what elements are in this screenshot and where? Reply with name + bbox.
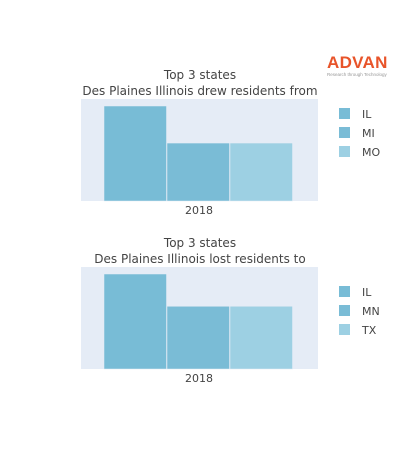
legend-label-mi: MI	[362, 127, 375, 140]
legend-label-il: IL	[362, 108, 372, 121]
legend-label-mn: MN	[362, 305, 380, 318]
legend-label-mo: MO	[362, 146, 380, 159]
bar-group	[103, 105, 293, 202]
legend-swatch-mo	[339, 146, 350, 157]
legend-label-il: IL	[362, 286, 372, 299]
logo-word: ADVAN	[327, 53, 388, 72]
bar-group	[103, 273, 293, 370]
chart-title: Top 3 states	[163, 68, 236, 82]
legend-swatch-il	[339, 286, 350, 297]
legend-swatch-mi	[339, 127, 350, 138]
x-tick-label: 2018	[185, 204, 213, 217]
bar-tx	[229, 306, 293, 370]
chart-drew-residents: Top 3 states Des Plaines Illinois drew r…	[81, 68, 380, 217]
chart-lost-residents: Top 3 states Des Plaines Illinois lost r…	[81, 236, 380, 385]
logo-tagline: Research through Technology	[327, 72, 387, 77]
chart-subtitle: Des Plaines Illinois drew residents from	[82, 84, 317, 98]
legend-swatch-mn	[339, 305, 350, 316]
chart-title: Top 3 states	[163, 236, 236, 250]
bar-il	[103, 105, 167, 202]
bar-mn	[166, 306, 230, 370]
chart-subtitle: Des Plaines Illinois lost residents to	[94, 252, 305, 266]
advan-logo: ADVAN Research through Technology	[327, 53, 395, 78]
legend: IL MN TX	[339, 286, 380, 337]
legend-swatch-tx	[339, 324, 350, 335]
bar-il	[103, 273, 167, 370]
bar-mo	[229, 142, 293, 202]
legend-swatch-il	[339, 108, 350, 119]
legend: IL MI MO	[339, 108, 380, 159]
x-tick-label: 2018	[185, 372, 213, 385]
bar-mi	[166, 142, 230, 202]
legend-label-tx: TX	[361, 324, 377, 337]
